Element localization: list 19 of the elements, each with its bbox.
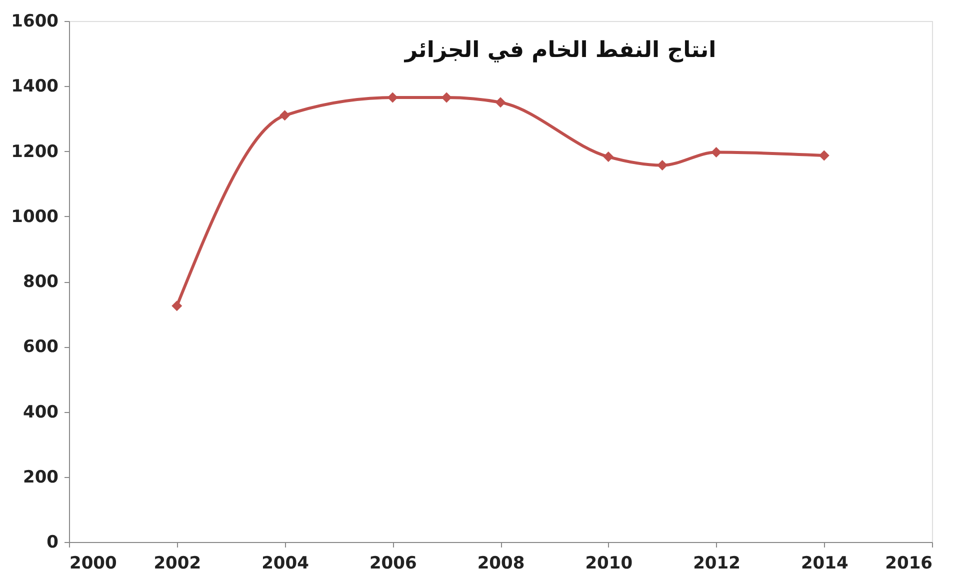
y-tick-label: 800 bbox=[23, 272, 59, 292]
y-tick-label: 200 bbox=[23, 467, 59, 488]
text: انتاج النفط الخام في الجزائر bbox=[404, 38, 716, 63]
y-tick-label: 400 bbox=[23, 402, 59, 422]
x-tick-label: 2006 bbox=[369, 554, 417, 574]
x-tick-label: 2016 bbox=[885, 554, 932, 574]
y-tick-label: 1400 bbox=[11, 76, 59, 97]
y-tick-label: 600 bbox=[23, 337, 59, 358]
y-tick-label: 1000 bbox=[11, 206, 59, 227]
y-tick-label: 1600 bbox=[11, 12, 59, 32]
x-tick-label: 2008 bbox=[477, 554, 525, 574]
x-tick-label: 2014 bbox=[800, 554, 848, 574]
y-tick-label: 0 bbox=[46, 532, 59, 552]
x-tick-label: 2010 bbox=[585, 554, 633, 574]
y-tick-label: 1200 bbox=[11, 142, 59, 162]
x-tick-label: 2000 bbox=[70, 554, 117, 574]
x-tick-label: 2004 bbox=[262, 554, 310, 574]
x-tick-label: 2002 bbox=[154, 554, 202, 574]
x-tick-label: 2012 bbox=[693, 554, 740, 574]
